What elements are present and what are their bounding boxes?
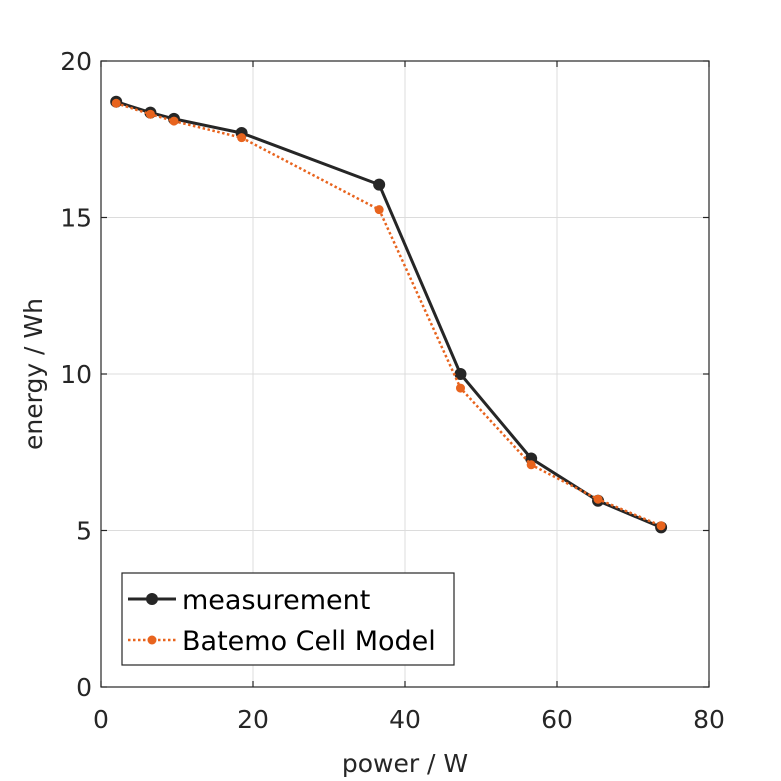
legend-measurement-label: measurement — [182, 585, 370, 616]
y-tick-label: 20 — [60, 47, 92, 76]
data-point-measurement — [373, 178, 386, 191]
y-tick-label: 0 — [76, 673, 92, 702]
axis-ticks: 0 20 40 60 80 0 5 10 15 20 — [60, 47, 725, 734]
data-point-measurement — [454, 368, 467, 380]
data-point-batemo-model — [656, 521, 666, 531]
data-point-batemo-model — [374, 205, 384, 215]
y-tick-label: 10 — [60, 360, 92, 389]
data-point-batemo-model — [593, 494, 603, 504]
series-batemo-model — [111, 98, 666, 531]
data-point-batemo-model — [145, 109, 155, 119]
x-tick-label: 60 — [541, 705, 573, 734]
x-tick-label: 80 — [693, 705, 725, 734]
legend: measurement Batemo Cell Model — [121, 572, 455, 666]
data-point-batemo-model — [169, 116, 179, 126]
x-tick-label: 0 — [93, 705, 109, 734]
legend-measurement-marker — [146, 593, 158, 605]
series-group — [110, 95, 668, 534]
data-point-batemo-model — [111, 98, 121, 108]
x-axis-label: power / W — [342, 749, 468, 778]
data-point-batemo-model — [526, 460, 536, 470]
legend-box — [121, 572, 455, 666]
legend-batemo-label: Batemo Cell Model — [182, 626, 436, 657]
x-tick-label: 40 — [389, 705, 421, 734]
legend-batemo-marker — [147, 635, 157, 645]
y-tick-label: 5 — [76, 517, 92, 546]
data-point-batemo-model — [237, 133, 247, 143]
y-axis-label: energy / Wh — [19, 298, 48, 450]
data-point-batemo-model — [455, 383, 465, 393]
x-tick-label: 20 — [237, 705, 269, 734]
y-tick-label: 15 — [60, 204, 92, 233]
